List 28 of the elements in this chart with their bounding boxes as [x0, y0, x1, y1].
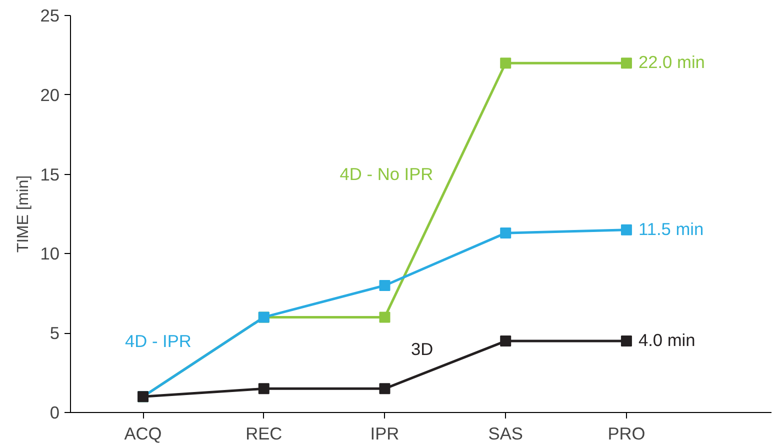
x-tick-label: IPR	[370, 424, 400, 444]
annotation: 22.0 min	[638, 52, 705, 72]
x-tick-label: SAS	[488, 424, 523, 444]
point	[379, 280, 390, 291]
x-tick-label: REC	[246, 424, 282, 444]
point	[258, 383, 270, 394]
point	[379, 312, 390, 323]
y-tick-label: 0	[50, 402, 60, 422]
annotation: 4.0 min	[638, 330, 696, 350]
y-axis-title: TIME [min]	[15, 175, 32, 253]
y-tick-label: 25	[40, 6, 60, 26]
x-tick-label: ACQ	[124, 424, 162, 444]
point	[620, 58, 632, 69]
point	[500, 228, 512, 239]
point	[379, 383, 390, 394]
annotation: 11.5 min	[638, 218, 704, 239]
y-tick-label: 10	[40, 244, 60, 264]
y-tick-label: 5	[50, 323, 60, 344]
y-tick-label: 20	[40, 84, 60, 105]
x-tick-label: PRO	[608, 424, 646, 444]
point	[620, 224, 632, 236]
y-tick-label: 15	[40, 164, 60, 184]
series-label: 4D - No IPR	[340, 164, 434, 184]
series-label: 4D - IPR	[125, 330, 192, 351]
point	[500, 336, 512, 347]
point	[620, 336, 632, 347]
series-label: 3D	[411, 338, 434, 359]
point	[500, 58, 512, 69]
